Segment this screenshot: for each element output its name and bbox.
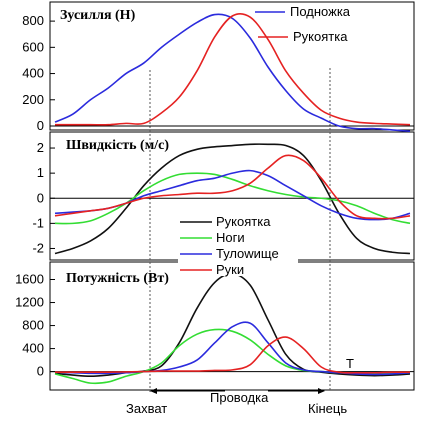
legend-label-trunk: Тулowище <box>216 246 279 261</box>
drive-arrow-right-head <box>318 388 325 394</box>
y-tick-label: 2 <box>37 140 44 155</box>
t-label: T <box>346 356 354 371</box>
series-line-2-0 <box>54 272 411 378</box>
y-tick-label: 0 <box>37 364 44 379</box>
panel-force-title: Зусилля (Н) <box>60 8 136 23</box>
y-tick-label: 0 <box>37 190 44 205</box>
y-tick-label: 0 <box>37 118 44 133</box>
y-tick-label: -2 <box>32 240 44 255</box>
series-line-0-0 <box>54 13 411 133</box>
series-line-1-1 <box>54 172 411 225</box>
legend-velocity-bg <box>178 214 298 276</box>
y-tick-label: -1 <box>32 215 44 230</box>
legend-label-podnozhka: Подножка <box>290 4 351 19</box>
y-tick-label: 600 <box>22 39 44 54</box>
legend-velocity: Рукоятка Ноги Тулowище Руки <box>178 214 298 277</box>
series-line-1-0 <box>54 143 411 255</box>
series-line-1-2 <box>54 169 411 221</box>
legend-label-rukoyatka: Рукоятка <box>293 29 348 44</box>
y-tick-label: 1600 <box>15 272 44 287</box>
legend-label-legs: Ноги <box>216 230 245 245</box>
legend-force: Подножка Рукоятка <box>255 4 351 44</box>
panel-velocity-plot: -2 -1 0 1 2 <box>32 140 414 255</box>
panel-power-title: Потужність (Вт) <box>66 271 169 286</box>
series-line-2-3 <box>54 336 411 374</box>
catch-label: Захват <box>126 401 167 416</box>
drive-label: Проводка <box>210 390 269 405</box>
y-tick-label: 400 <box>22 66 44 81</box>
legend-label-handle: Рукоятка <box>216 214 271 229</box>
y-tick-label: 200 <box>22 92 44 107</box>
panel-power-plot: 0 400 800 1200 1600 <box>15 272 414 385</box>
finish-label: Кінець <box>308 401 347 416</box>
legend-label-arms: Руки <box>216 262 244 277</box>
series-line-2-2 <box>54 321 411 376</box>
panel-force-plot: 0 200 400 600 800 <box>22 13 414 133</box>
series-line-0-1 <box>55 13 411 126</box>
y-tick-label: 1200 <box>15 295 44 310</box>
y-tick-label: 800 <box>22 318 44 333</box>
y-tick-label: 1 <box>37 165 44 180</box>
panel-velocity-title: Швидкість (м/с) <box>66 138 169 153</box>
y-tick-label: 400 <box>22 341 44 356</box>
y-tick-label: 800 <box>22 13 44 28</box>
series-line-1-3 <box>54 154 411 220</box>
panel-force-frame <box>49 1 415 131</box>
drive-arrow-left-head <box>150 388 157 394</box>
